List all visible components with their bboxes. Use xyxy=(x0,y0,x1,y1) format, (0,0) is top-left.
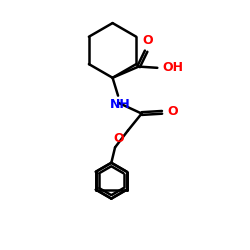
Text: O: O xyxy=(142,34,153,47)
Text: O: O xyxy=(167,104,178,118)
Text: OH: OH xyxy=(163,61,184,74)
Text: NH: NH xyxy=(110,98,130,111)
Text: O: O xyxy=(113,132,124,145)
